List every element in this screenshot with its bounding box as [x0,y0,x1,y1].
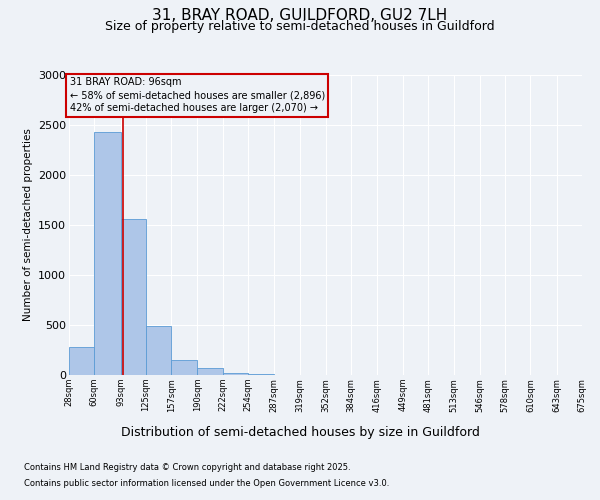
Bar [248,374,274,375]
Bar [197,368,223,375]
Bar [171,360,197,375]
Text: Size of property relative to semi-detached houses in Guildford: Size of property relative to semi-detach… [105,20,495,33]
Bar [146,326,171,375]
Text: 31, BRAY ROAD, GUILDFORD, GU2 7LH: 31, BRAY ROAD, GUILDFORD, GU2 7LH [152,8,448,22]
Bar [94,132,121,375]
Text: Contains HM Land Registry data © Crown copyright and database right 2025.: Contains HM Land Registry data © Crown c… [24,464,350,472]
Bar [223,372,248,375]
Bar [121,219,146,375]
Text: Distribution of semi-detached houses by size in Guildford: Distribution of semi-detached houses by … [121,426,479,439]
Bar [274,374,300,375]
Bar [69,347,94,375]
Y-axis label: Number of semi-detached properties: Number of semi-detached properties [23,128,32,322]
Text: Contains public sector information licensed under the Open Government Licence v3: Contains public sector information licen… [24,478,389,488]
Text: 31 BRAY ROAD: 96sqm
← 58% of semi-detached houses are smaller (2,896)
42% of sem: 31 BRAY ROAD: 96sqm ← 58% of semi-detach… [70,77,325,114]
